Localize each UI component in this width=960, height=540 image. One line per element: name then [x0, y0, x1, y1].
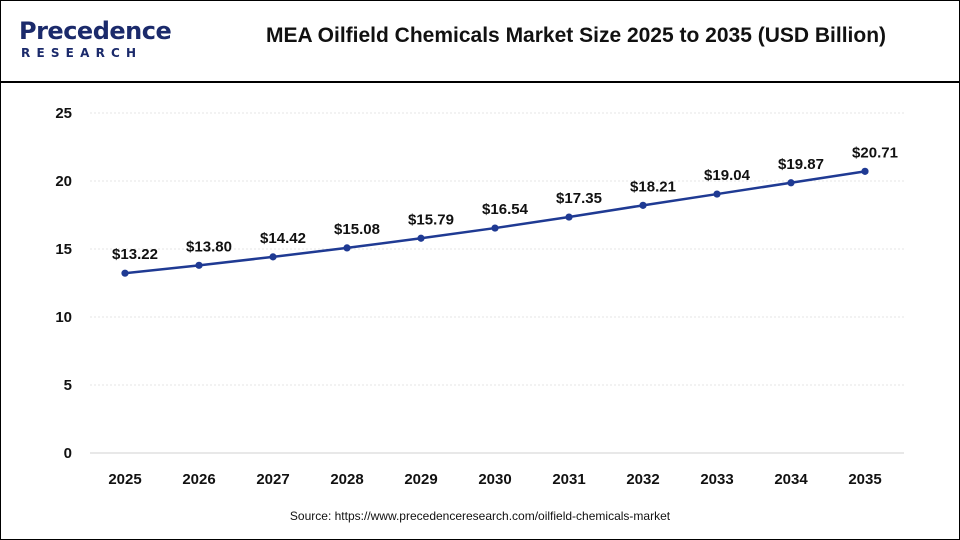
data-label: $19.04: [704, 167, 751, 184]
brand-logo: Precedence RESEARCH: [19, 17, 172, 67]
x-tick-label: 2029: [404, 471, 437, 488]
data-label: $19.87: [778, 156, 824, 173]
y-tick-label: 25: [55, 105, 72, 122]
x-tick-label: 2035: [848, 471, 881, 488]
x-tick-label: 2027: [256, 471, 289, 488]
header-bar: Precedence RESEARCH MEA Oilfield Chemica…: [1, 1, 959, 83]
data-point: [787, 179, 795, 187]
data-label: $18.21: [630, 178, 676, 195]
data-label: $13.80: [186, 238, 232, 255]
chart-title: MEA Oilfield Chemicals Market Size 2025 …: [265, 24, 887, 47]
x-tick-label: 2030: [478, 471, 511, 488]
data-point: [565, 213, 573, 221]
data-point: [713, 190, 721, 198]
data-labels: $13.22 $13.80 $14.42 $15.08 $15.79 $16.54 $17.…: [112, 144, 898, 263]
data-label: $13.22: [112, 246, 158, 263]
source-note: Source: https://www.precedenceresearch.c…: [289, 509, 671, 523]
data-label: $15.79: [408, 211, 454, 228]
x-tick-label: 2028: [330, 471, 363, 488]
data-point: [343, 244, 351, 252]
data-point: [491, 224, 499, 232]
data-label: $20.71: [852, 144, 898, 161]
data-point: [121, 269, 129, 277]
data-label: $17.35: [556, 190, 602, 207]
data-point: [195, 261, 203, 269]
data-point: [639, 201, 647, 209]
y-tick-label: 10: [55, 309, 72, 326]
y-tick-label: 15: [55, 241, 72, 258]
y-tick-label: 5: [64, 377, 72, 394]
data-point: [861, 167, 869, 175]
y-tick-label: 20: [55, 173, 72, 190]
x-tick-label: 2025: [108, 471, 141, 488]
data-label: $14.42: [260, 230, 306, 247]
x-tick-label: 2032: [626, 471, 659, 488]
x-tick-label: 2026: [182, 471, 215, 488]
data-point: [417, 234, 425, 242]
data-label: $15.08: [334, 221, 380, 238]
series-line: [124, 170, 866, 275]
x-tick-label: 2033: [700, 471, 733, 488]
brand-tagline: RESEARCH: [21, 46, 143, 60]
data-label: $16.54: [482, 201, 529, 218]
x-tick-label: 2034: [774, 471, 808, 488]
x-tick-label: 2031: [552, 471, 585, 488]
y-tick-label: 0: [64, 445, 72, 462]
series-layer: [121, 167, 869, 277]
brand-name: Precedence: [19, 17, 172, 45]
data-point: [269, 253, 277, 261]
